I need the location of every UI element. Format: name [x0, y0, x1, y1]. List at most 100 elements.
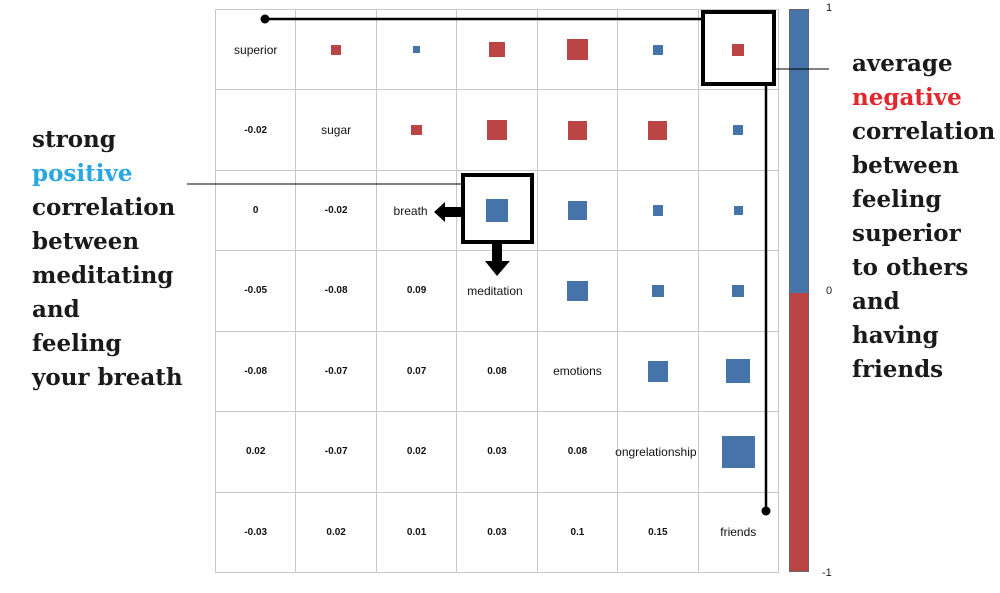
correlation-value: -0.05	[244, 285, 268, 297]
right-line: superior	[852, 220, 961, 247]
matrix-cell: meditation	[457, 251, 538, 332]
correlation-value: 0.07	[406, 365, 427, 377]
matrix-cell: ongrelationship	[615, 412, 699, 493]
correlation-value: -0.08	[324, 285, 348, 297]
colorbar-tick-bottom: -1	[822, 567, 832, 579]
left-line: your breath	[32, 364, 183, 391]
correlation-value: 0.01	[406, 526, 427, 538]
matrix-cell: -0.07	[296, 331, 377, 413]
matrix-cell	[698, 170, 779, 252]
correlation-square	[651, 284, 664, 298]
matrix-cell	[537, 10, 619, 91]
correlation-square	[732, 284, 745, 298]
matrix-cell	[537, 170, 619, 252]
correlation-value: -0.07	[324, 365, 348, 377]
matrix-cell: 0.15	[618, 492, 699, 573]
matrix-cell: -0.02	[216, 90, 297, 171]
correlation-value: 0.08	[487, 365, 507, 377]
matrix-cell	[698, 10, 779, 91]
colorbar-tick-mid: 0	[826, 285, 833, 297]
matrix-cell	[618, 10, 699, 91]
matrix-cell: 0.08	[457, 331, 538, 413]
left-line: strong	[32, 126, 116, 153]
right-line: between	[852, 152, 960, 179]
correlation-square	[733, 124, 744, 136]
right-line: correlation	[852, 118, 996, 145]
right-line: to others	[852, 254, 969, 281]
correlation-value: -0.02	[244, 124, 268, 136]
correlation-value: 0.02	[245, 446, 266, 458]
matrix-cell: 0.07	[376, 331, 458, 413]
colorbar-tick-top: 1	[826, 2, 833, 14]
color-legend-bar	[789, 9, 809, 572]
correlation-value: -0.08	[244, 365, 268, 377]
matrix-cell: friends	[698, 492, 779, 573]
annotation-right: average negative correlation between feeling…	[852, 47, 995, 387]
correlation-value: -0.03	[244, 526, 268, 538]
correlation-value: 0.03	[487, 446, 507, 458]
variable-label: breath	[393, 203, 428, 218]
matrix-cell: 0.03	[457, 492, 538, 573]
matrix-cell: 0.02	[216, 412, 297, 493]
matrix-cell	[618, 251, 699, 332]
correlation-value: 0.03	[487, 526, 507, 538]
matrix-cell: 0.03	[457, 412, 538, 493]
left-line: feeling	[32, 330, 122, 357]
right-line: feeling	[852, 186, 942, 213]
correlation-square	[486, 119, 508, 141]
matrix-cell: emotions	[537, 331, 619, 413]
colorbar-positive-segment	[790, 10, 808, 294]
matrix-cell	[296, 10, 377, 91]
correlation-square	[733, 206, 743, 215]
variable-label: emotions	[553, 364, 602, 379]
variable-label: friends	[720, 525, 757, 540]
matrix-cell	[457, 90, 538, 171]
variable-label: ongrelationship	[615, 444, 697, 459]
correlation-value: 0.09	[406, 285, 427, 297]
correlation-value: -0.02	[324, 205, 348, 217]
right-line: having	[852, 322, 939, 349]
right-line: and	[852, 288, 900, 315]
correlation-square	[732, 43, 745, 56]
correlation-square	[489, 41, 505, 58]
matrix-cell: 0	[216, 170, 297, 252]
correlation-square	[411, 124, 422, 136]
correlation-square	[413, 46, 421, 54]
correlation-value: 0.15	[648, 526, 668, 538]
matrix-cell	[537, 90, 619, 171]
matrix-cell	[457, 10, 538, 91]
matrix-cell	[376, 90, 458, 171]
matrix-cell	[376, 10, 458, 91]
matrix-cell: 0.1	[537, 492, 619, 573]
correlation-square	[652, 44, 664, 55]
matrix-cell: sugar	[296, 90, 377, 171]
annotation-left: strong positive correlation between meditati…	[32, 123, 183, 395]
matrix-cell	[698, 251, 779, 332]
correlation-square	[726, 359, 751, 384]
right-line: friends	[852, 356, 944, 383]
left-line: correlation	[32, 194, 176, 221]
left-line: positive	[32, 160, 133, 187]
matrix-cell: -0.05	[216, 251, 297, 332]
correlation-square	[567, 280, 588, 302]
correlation-square	[652, 205, 664, 216]
matrix-cell: -0.03	[216, 492, 297, 573]
correlation-value: 0.08	[567, 446, 588, 458]
correlation-square	[647, 361, 669, 382]
matrix-cell: -0.02	[296, 170, 377, 252]
correlation-value: 0.02	[326, 526, 346, 538]
matrix-cell	[457, 170, 538, 252]
matrix-cell	[698, 331, 779, 413]
correlation-square	[648, 120, 668, 140]
colorbar-negative-segment	[790, 293, 808, 571]
correlation-square	[567, 39, 588, 60]
left-line: between	[32, 228, 140, 255]
matrix-cell: 0.02	[296, 492, 377, 573]
correlation-value: 0.02	[406, 446, 427, 458]
matrix-cell: superior	[216, 10, 297, 91]
left-line: meditating	[32, 262, 174, 289]
correlation-square	[567, 201, 587, 220]
correlation-value: 0	[252, 205, 259, 217]
matrix-cell	[618, 90, 699, 171]
matrix-cell: 0.02	[376, 412, 458, 493]
